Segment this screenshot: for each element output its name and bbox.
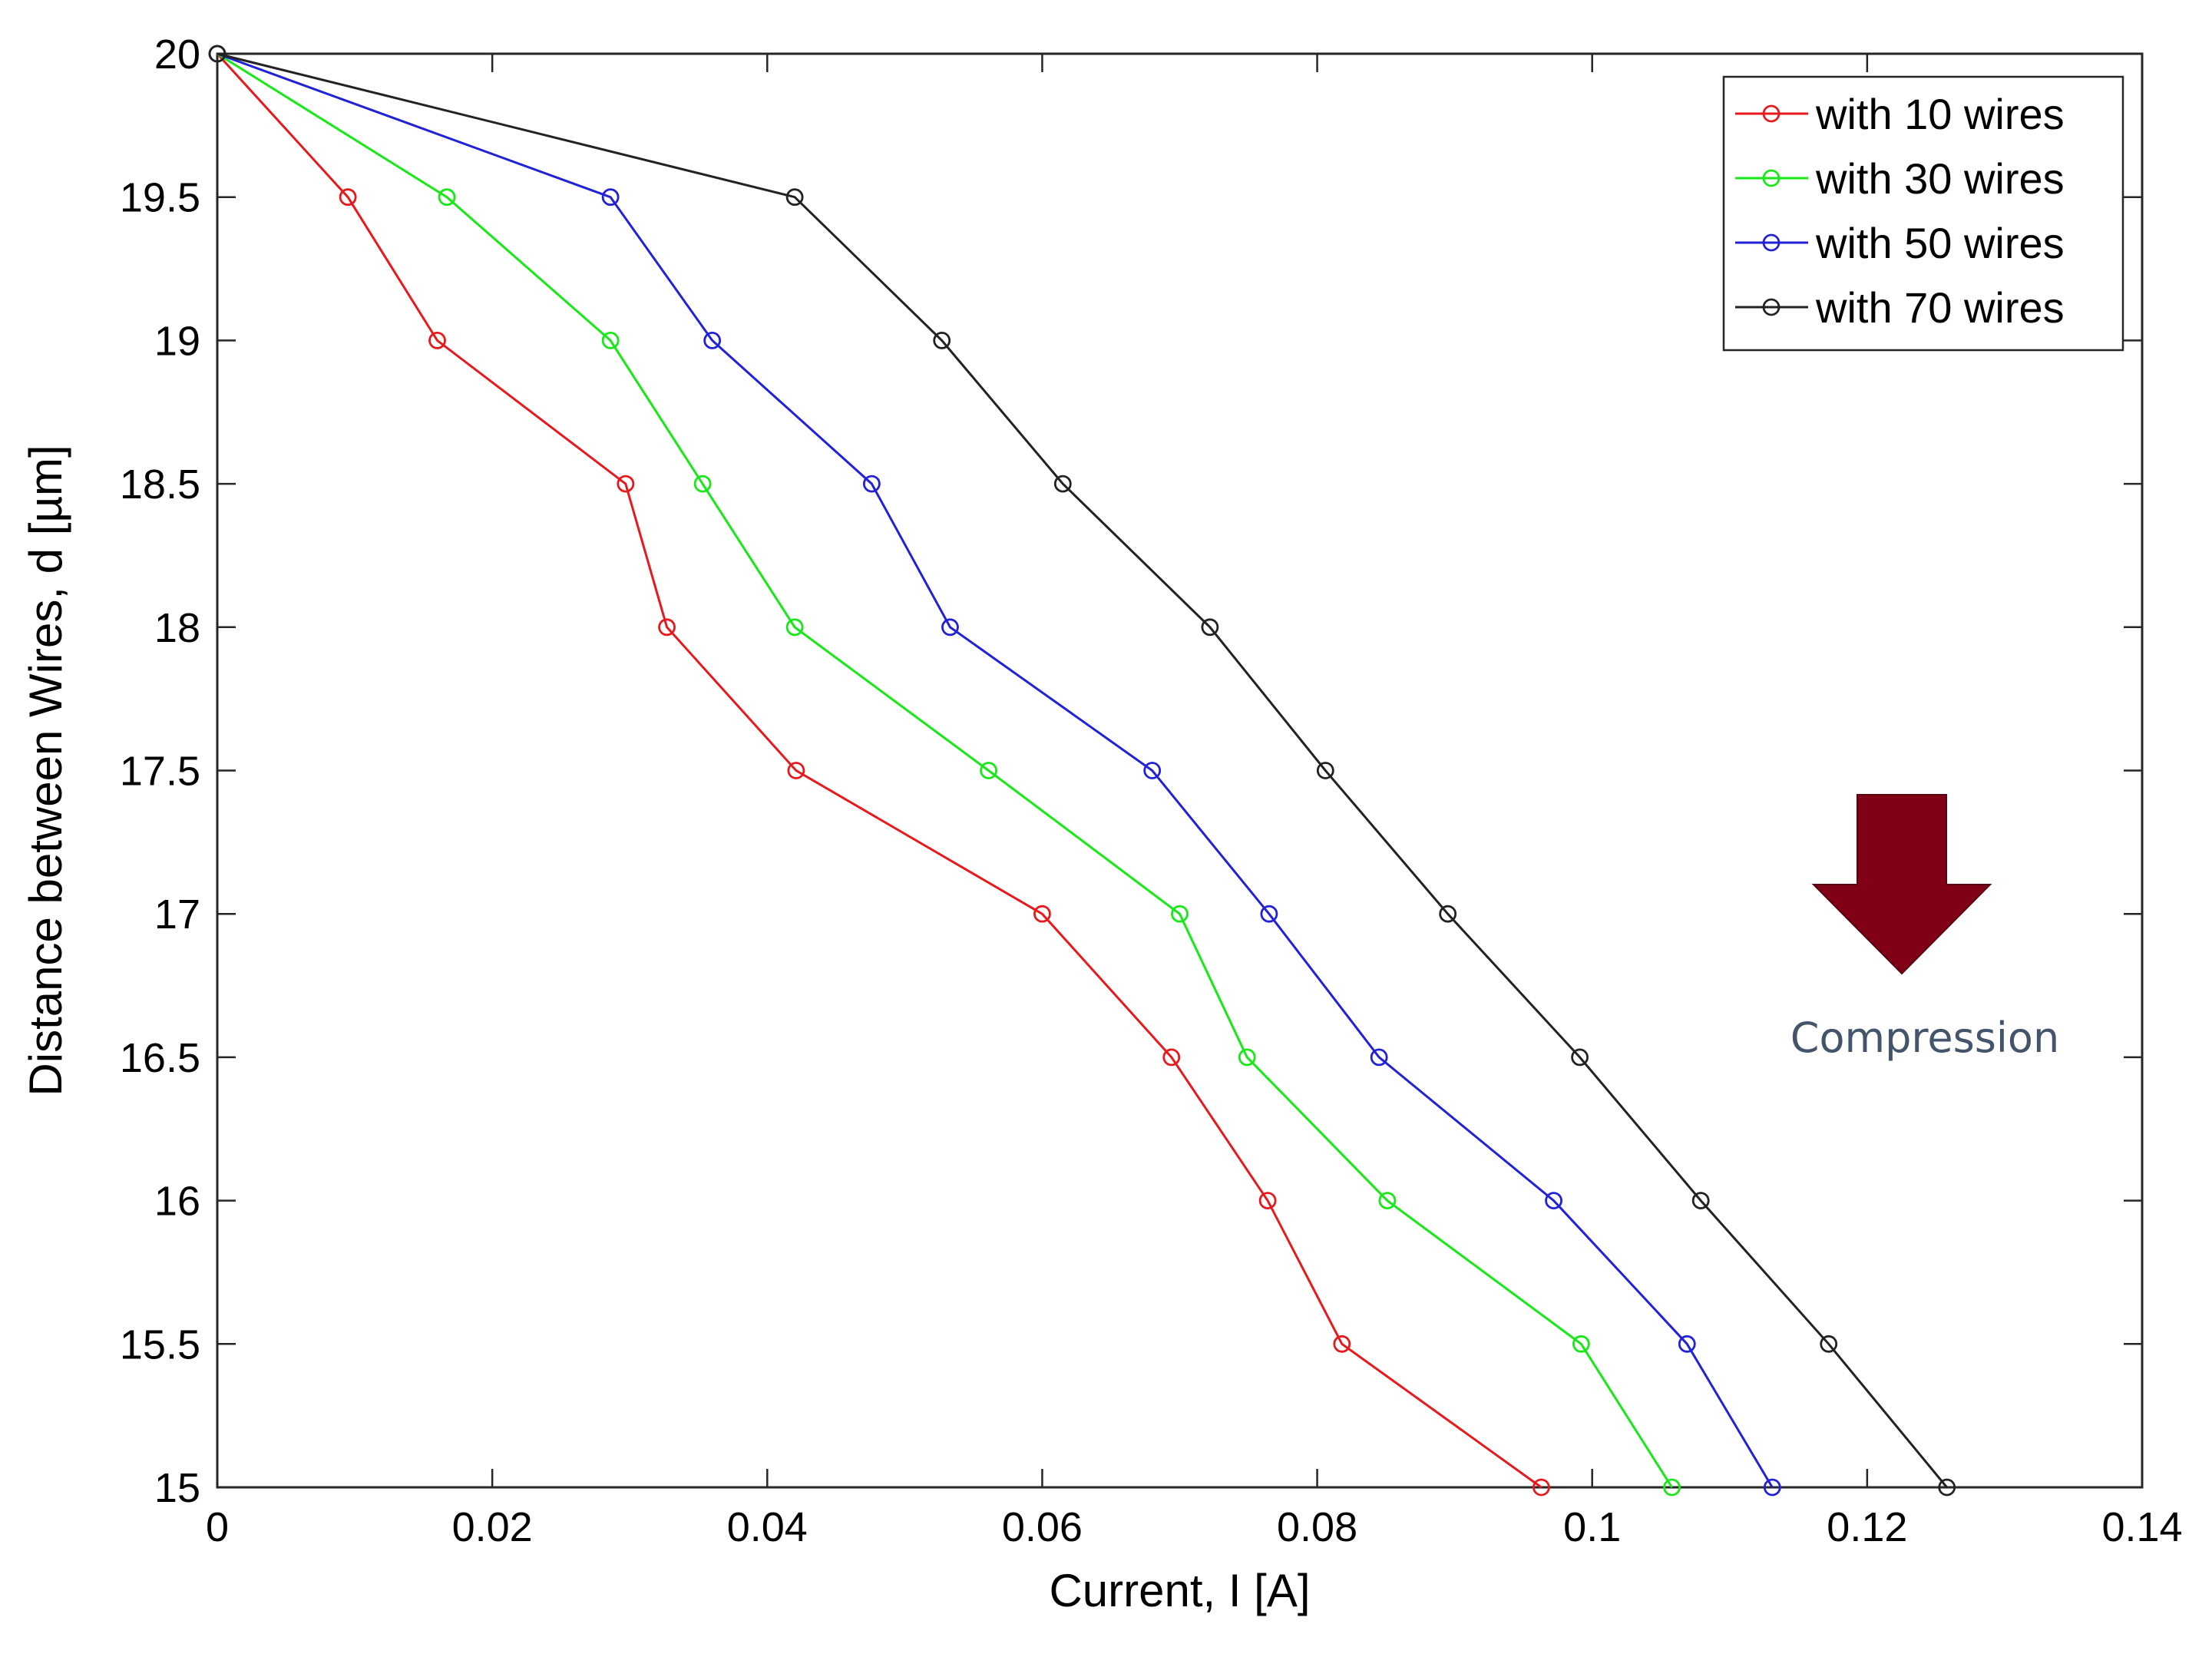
x-tick-label: 0.14 (2101, 1504, 2182, 1550)
legend-marker-icon (1762, 298, 1781, 316)
y-tick-label: 16.5 (120, 1035, 200, 1081)
legend-item: with 50 wires (1735, 219, 2065, 267)
y-tick-label: 20 (154, 31, 200, 78)
legend-marker-icon (1762, 104, 1781, 123)
series-line (216, 52, 1542, 1489)
data-point-marker (1691, 1192, 1710, 1209)
data-point-marker (785, 618, 804, 637)
y-tick-label: 16 (154, 1179, 200, 1225)
x-tick-label: 0.04 (727, 1504, 808, 1550)
data-point-marker (1258, 1192, 1277, 1209)
axis-ticks: 0 0.02 0.04 0.06 0.08 0.1 0.12 0.14 15 15.5 16 16.5… (120, 31, 2183, 1550)
series-line (217, 52, 1673, 1488)
x-tick-label: 0 (206, 1504, 229, 1550)
data-point-marker (617, 475, 635, 493)
x-tick-label: 0.08 (1277, 1504, 1357, 1550)
legend-label: with 30 wires (1815, 154, 2065, 203)
y-tick-label: 15.5 (120, 1321, 200, 1368)
data-point-marker (693, 475, 712, 493)
legend-item: with 30 wires (1735, 154, 2065, 203)
y-tick-label: 17.5 (120, 749, 200, 795)
y-axis-label: Distance between Wires, d [µm] (20, 445, 71, 1096)
data-point-marker (1370, 1048, 1388, 1067)
data-point-marker (1678, 1335, 1696, 1353)
data-point-marker (941, 618, 959, 637)
data-point-marker (862, 475, 881, 493)
x-tick-label: 0.06 (1002, 1504, 1083, 1550)
x-axis-label: Current, I [A] (1049, 1565, 1310, 1616)
y-tick-label: 15 (154, 1465, 200, 1511)
data-point-marker (428, 331, 446, 349)
data-point-marker (1572, 1335, 1590, 1353)
y-tick-label: 18.5 (120, 461, 200, 508)
data-point-marker (1316, 762, 1334, 779)
data-point-marker (1763, 1478, 1781, 1497)
data-point-marker (1333, 1335, 1351, 1353)
legend-label: with 70 wires (1815, 283, 2065, 332)
data-point-marker (1201, 618, 1219, 637)
data-point-marker (1171, 905, 1189, 923)
data-point-marker (1533, 1478, 1550, 1497)
data-point-marker (1053, 475, 1072, 493)
data-point-marker (1238, 1048, 1256, 1067)
data-point-marker (1938, 1478, 1956, 1497)
data-point-marker (933, 331, 951, 349)
legend-marker-icon (1762, 233, 1781, 252)
data-point-marker (438, 188, 456, 207)
data-point-marker (1820, 1335, 1838, 1353)
data-point-marker (339, 188, 357, 207)
data-point-marker (1033, 905, 1051, 923)
data-point-marker (703, 331, 722, 349)
x-tick-label: 0.1 (1563, 1504, 1621, 1550)
data-point-marker (1571, 1048, 1589, 1067)
legend-label: with 50 wires (1815, 219, 2065, 267)
data-point-marker (1162, 1048, 1181, 1067)
x-tick-label: 0.02 (452, 1504, 533, 1550)
data-point-marker (601, 331, 620, 349)
compression-annotation: Compression (1790, 794, 2059, 1062)
series-4 (208, 45, 1956, 1497)
data-point-marker (1378, 1192, 1397, 1209)
legend-item: with 70 wires (1735, 283, 2065, 332)
data-point-marker (1545, 1192, 1562, 1209)
data-point-marker (601, 188, 620, 207)
legend-box (1722, 75, 2124, 352)
y-tick-label: 19 (154, 318, 200, 364)
compression-label: Compression (1790, 1014, 2059, 1062)
legend-item: with 10 wires (1735, 90, 2065, 138)
data-point-marker (1143, 762, 1162, 779)
data-point-marker (1260, 905, 1278, 923)
y-tick-label: 18 (154, 605, 200, 651)
data-point-marker (787, 762, 805, 779)
y-tick-label: 17 (154, 891, 200, 938)
data-point-marker (658, 618, 676, 637)
series-line (217, 52, 1774, 1488)
data-point-marker (1439, 905, 1457, 923)
series-layer (208, 45, 1956, 1497)
data-point-marker (1663, 1478, 1681, 1497)
legend-marker-icon (1762, 169, 1781, 187)
y-tick-label: 19.5 (120, 175, 200, 221)
compression-arrow-icon (1811, 794, 1992, 975)
legend: with 10 wires with 30 wires with 50 wires w… (1722, 75, 2124, 352)
series-3 (208, 45, 1781, 1497)
data-point-marker (980, 762, 997, 779)
data-point-marker (785, 188, 804, 207)
series-line (217, 52, 1948, 1488)
data-point-marker (208, 45, 226, 63)
legend-label: with 10 wires (1815, 90, 2065, 138)
x-tick-label: 0.12 (1827, 1504, 1907, 1550)
